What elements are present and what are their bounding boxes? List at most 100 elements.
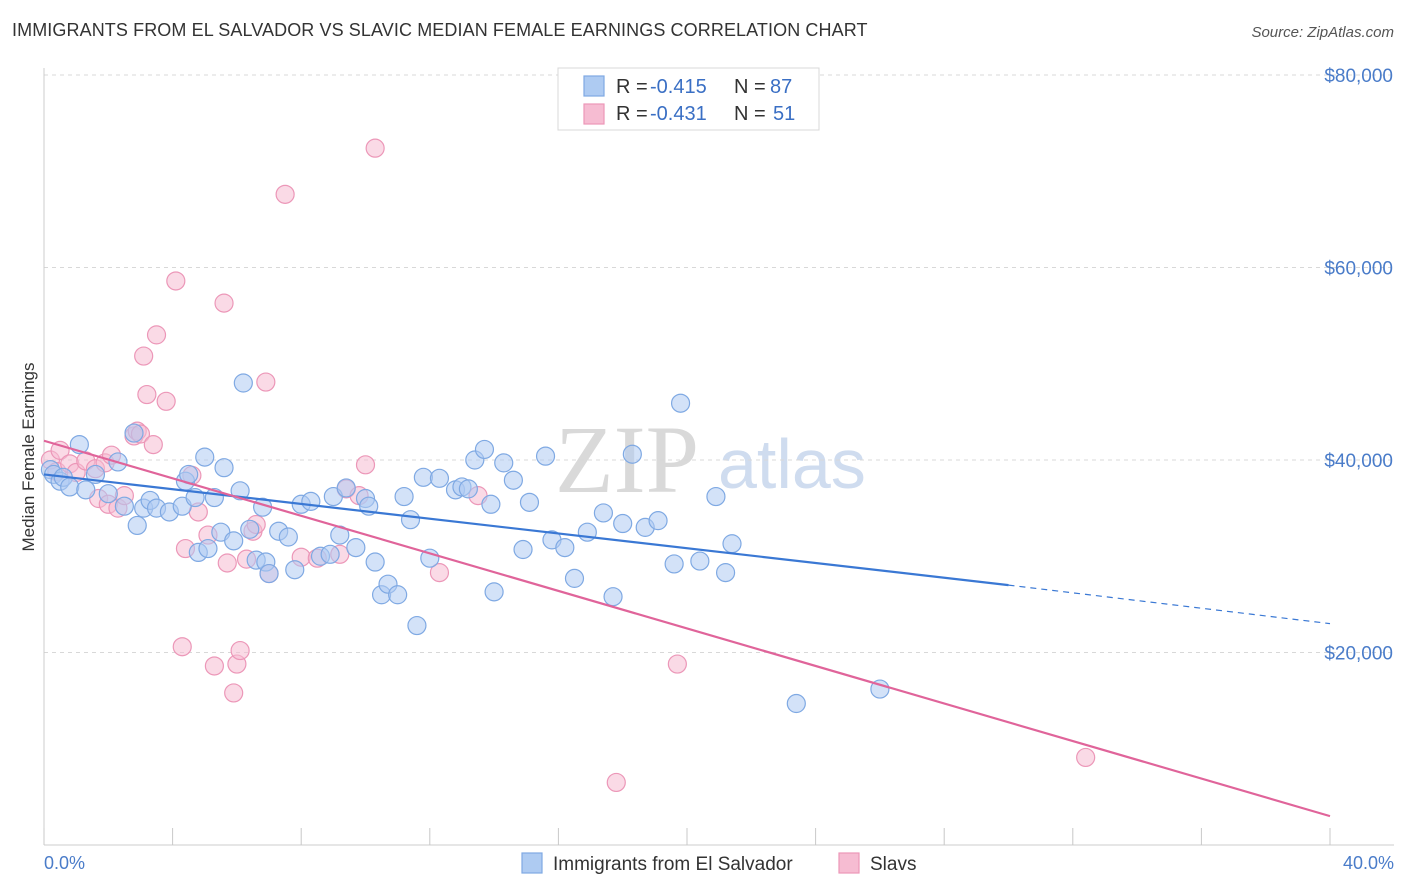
el-salvador-point-53 xyxy=(400,510,421,530)
el-salvador-point-71 xyxy=(555,537,575,558)
y-axis-label: Median Female Earnings xyxy=(19,363,38,552)
el-salvador-point-30 xyxy=(240,519,260,539)
slavs-point-17 xyxy=(137,384,157,405)
trend-line-el-salvador-extension xyxy=(1008,584,1331,625)
legend-swatch-blue xyxy=(583,75,605,97)
el-salvador-point-76 xyxy=(613,513,633,534)
bottom-legend: Immigrants from El Salvador Slavs xyxy=(521,852,916,875)
el-salvador-point-84 xyxy=(715,563,736,583)
bottom-legend-label-pink: Slavs xyxy=(870,854,916,875)
slavs-point-28 xyxy=(214,293,234,313)
el-salvador-point-39 xyxy=(301,491,321,511)
legend-n-value-1: 87 xyxy=(770,76,792,98)
el-salvador-point-27 xyxy=(224,531,244,551)
trend-lines xyxy=(43,439,1331,818)
el-salvador-point-44 xyxy=(336,478,356,498)
el-salvador-point-86 xyxy=(786,693,806,714)
el-salvador-point-4 xyxy=(60,477,80,497)
el-salvador-point-65 xyxy=(494,453,514,473)
slavs-point-49 xyxy=(667,654,687,674)
legend-n-label-1: N = xyxy=(734,76,766,98)
bottom-legend-label-blue: Immigrants from El Salvador xyxy=(553,854,793,875)
el-salvador-point-69 xyxy=(535,446,556,466)
el-salvador-point-36 xyxy=(278,527,298,547)
el-salvador-point-83 xyxy=(706,486,726,507)
slavs-point-45 xyxy=(365,138,385,158)
legend-r-value-2: -0.431 xyxy=(650,103,707,125)
el-salvador-point-29 xyxy=(233,373,253,393)
el-salvador-point-45 xyxy=(346,537,366,558)
slavs-point-44 xyxy=(355,455,376,475)
el-salvador-point-48 xyxy=(365,552,385,572)
legend-n-value-2: 51 xyxy=(773,103,795,125)
el-salvador-point-63 xyxy=(481,494,501,514)
el-salvador-point-37 xyxy=(285,560,305,580)
legend-r-value-1: -0.415 xyxy=(650,76,707,98)
y-tick-label-3: $80,000 xyxy=(1324,66,1393,87)
slavs-point-46 xyxy=(429,563,450,583)
slavs-point-27 xyxy=(204,656,224,676)
el-salvador-point-62 xyxy=(474,439,495,460)
slavs-point-48 xyxy=(606,772,626,793)
el-salvador-point-57 xyxy=(429,468,450,488)
el-salvador-point-55 xyxy=(413,467,433,487)
slavs-point-32 xyxy=(230,640,250,661)
el-salvador-point-64 xyxy=(484,582,504,602)
slavs-point-18 xyxy=(143,435,163,455)
bottom-legend-swatch-pink xyxy=(838,852,860,874)
slavs-point-21 xyxy=(166,271,186,291)
watermark-atlas: atlas xyxy=(718,425,866,503)
slavs-point-19 xyxy=(146,325,167,345)
el-salvador-point-52 xyxy=(394,486,414,507)
legend-n-label-2: N = xyxy=(734,103,766,125)
el-salvador-point-74 xyxy=(593,503,614,523)
el-salvador-point-81 xyxy=(670,393,691,413)
y-tick-label-0: $20,000 xyxy=(1324,644,1393,665)
el-salvador-point-28 xyxy=(230,481,250,501)
el-salvador-point-68 xyxy=(519,492,540,512)
el-salvador-point-22 xyxy=(195,447,215,467)
el-salvador-point-77 xyxy=(622,444,642,464)
slavs-point-36 xyxy=(256,372,276,392)
el-salvador-point-51 xyxy=(388,585,408,605)
el-salvador-point-10 xyxy=(114,496,134,516)
el-salvador-point-75 xyxy=(603,587,623,607)
el-salvador-point-80 xyxy=(664,554,684,574)
el-salvador-point-26 xyxy=(214,458,234,478)
legend-r-label-2: R = xyxy=(616,103,648,125)
y-tick-label-1: $40,000 xyxy=(1324,451,1393,472)
trend-line-slavs xyxy=(43,439,1331,818)
el-salvador-point-54 xyxy=(407,615,427,636)
series-el-salvador xyxy=(40,373,890,714)
chart-title: IMMIGRANTS FROM EL SALVADOR VS SLAVIC ME… xyxy=(12,20,868,40)
el-salvador-point-67 xyxy=(513,539,533,560)
y-tick-labels: $20,000 $40,000 $60,000 $80,000 xyxy=(1324,66,1393,665)
slavs-point-20 xyxy=(156,391,176,411)
el-salvador-point-66 xyxy=(503,470,523,490)
y-tick-label-2: $60,000 xyxy=(1324,259,1393,280)
el-salvador-point-82 xyxy=(690,551,710,571)
slavs-point-16 xyxy=(134,346,154,366)
el-salvador-point-41 xyxy=(320,544,340,564)
top-legend: R = -0.415 N = 87 R = -0.431 N = 51 xyxy=(557,67,820,131)
el-salvador-point-79 xyxy=(648,511,668,531)
el-salvador-point-72 xyxy=(564,568,585,588)
slavs-point-38 xyxy=(275,184,295,204)
el-salvador-point-12 xyxy=(127,515,147,536)
x-tick-label-min: 0.0% xyxy=(44,853,85,873)
legend-swatch-pink xyxy=(583,103,605,125)
slavs-point-50 xyxy=(1076,747,1096,768)
trend-line-el-salvador xyxy=(43,473,1009,587)
legend-r-label-1: R = xyxy=(616,76,648,98)
el-salvador-point-85 xyxy=(722,534,742,554)
x-tick-label-max: 40.0% xyxy=(1343,853,1394,873)
x-tick-marks xyxy=(43,828,1331,845)
bottom-legend-swatch-blue xyxy=(521,852,543,874)
el-salvador-point-8 xyxy=(98,484,118,504)
slavs-point-29 xyxy=(217,553,237,573)
el-salvador-point-60 xyxy=(458,479,478,499)
slavs-point-22 xyxy=(172,637,192,657)
el-salvador-point-11 xyxy=(124,423,144,443)
slavs-point-30 xyxy=(224,683,244,703)
